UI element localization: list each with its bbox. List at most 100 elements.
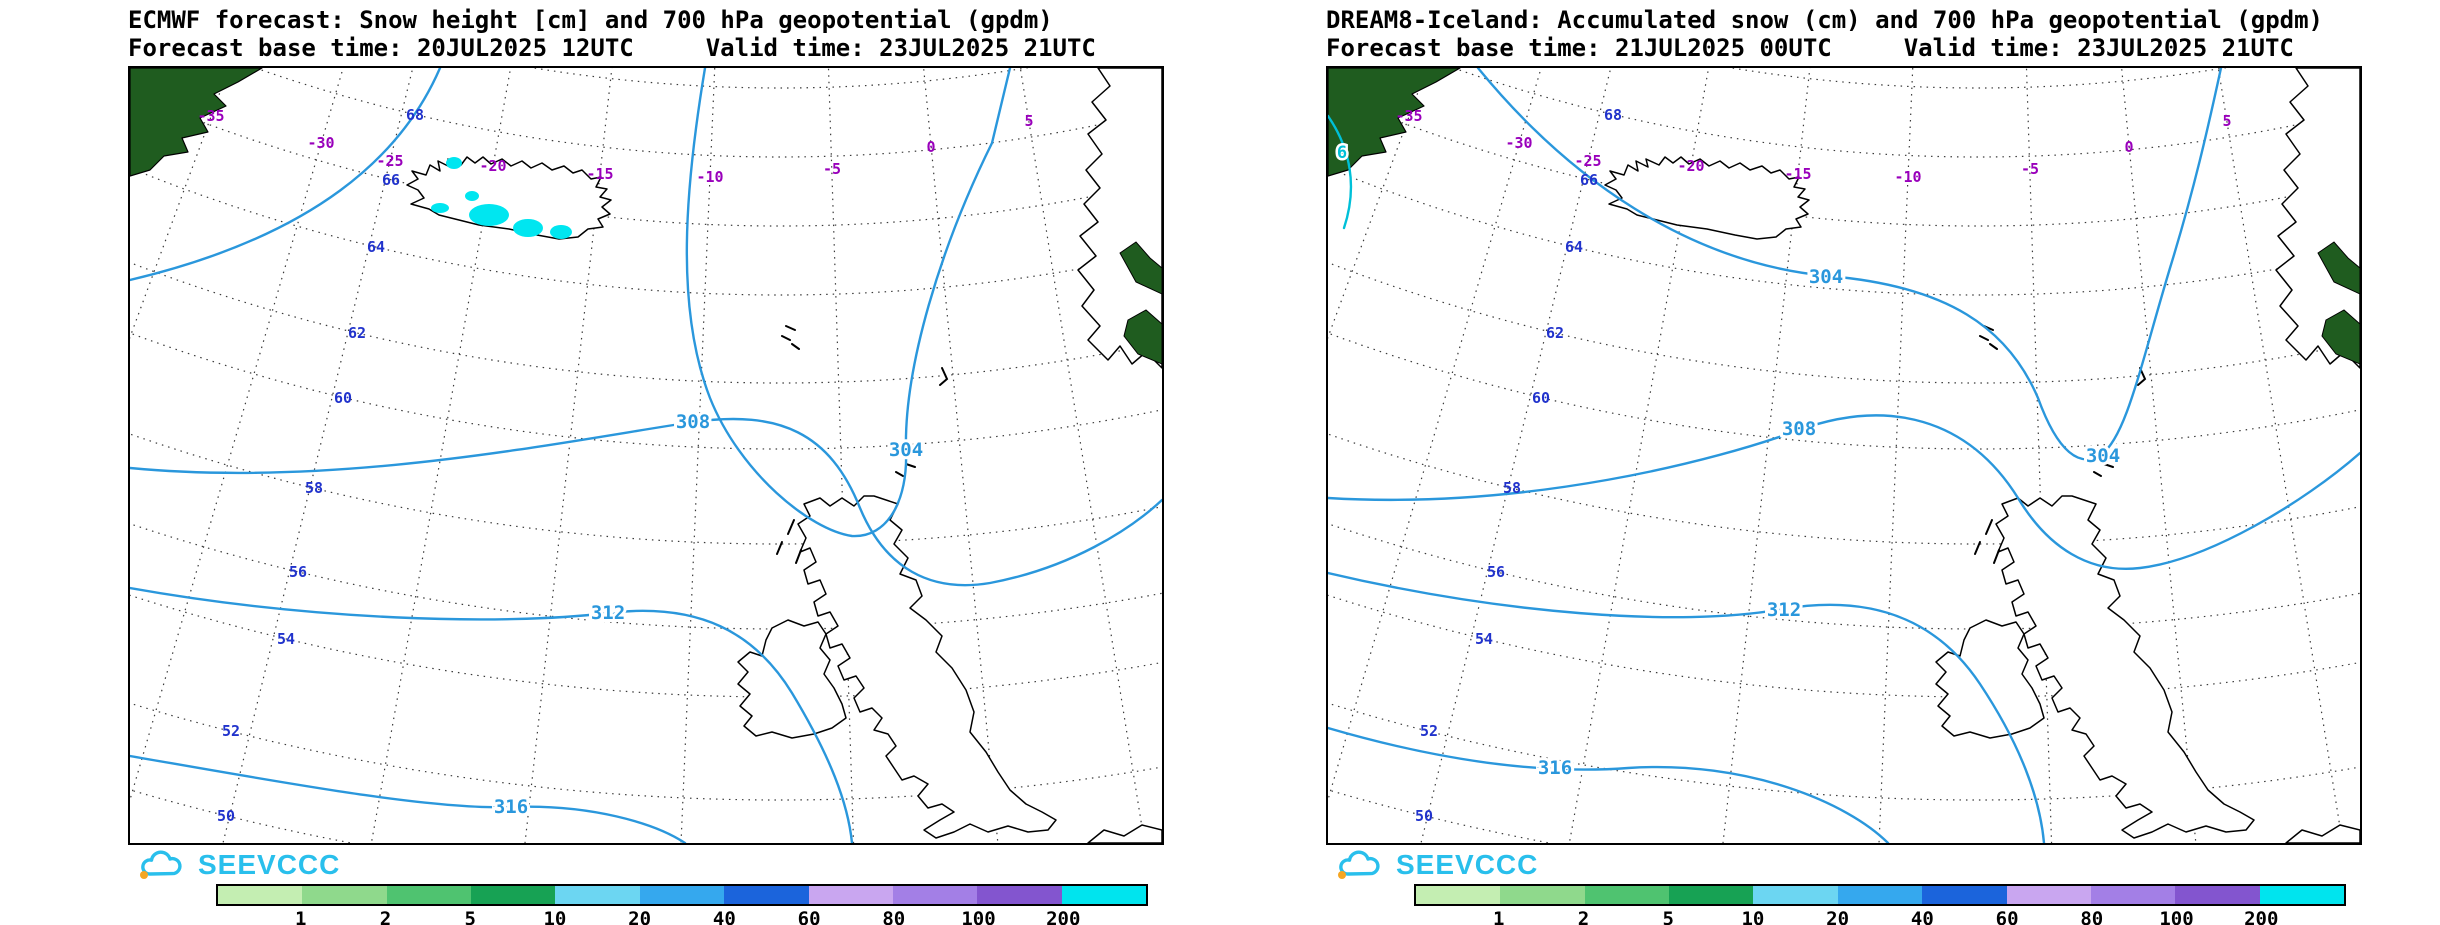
seevccc-logo: SEEVCCC — [136, 849, 1164, 881]
lat-label: 60 — [1532, 389, 1550, 407]
lat-label: 62 — [348, 324, 366, 342]
lon-label: 5 — [2222, 112, 2231, 130]
colorbar-tick-label: 100 — [961, 908, 996, 925]
colorbar-segment — [1669, 886, 1754, 904]
lat-label: 56 — [289, 563, 307, 581]
colorbar-tick-label: 80 — [2080, 908, 2104, 925]
colorbar-tick-label: 10 — [543, 908, 567, 925]
panel-footer: SEEVCCC 1 2 5 10 20 40 60 80 100 200 — [1326, 849, 2362, 925]
colorbar-segment — [892, 886, 978, 904]
lon-label: -25 — [1574, 152, 1601, 170]
lat-label: 64 — [367, 238, 385, 256]
snow-colorbar: 1 2 5 10 20 40 60 80 100 200 — [1414, 884, 2346, 925]
colorbar-segment — [2259, 886, 2344, 904]
colorbar-segment — [1416, 886, 1501, 904]
geopotential-contours — [130, 68, 1162, 843]
logo-text: SEEVCCC — [198, 849, 341, 880]
colorbar-tick-labels: 1 2 5 10 20 40 60 80 100 200 — [1414, 906, 2346, 925]
lon-label: -30 — [1505, 134, 1532, 152]
lat-label: 50 — [217, 807, 235, 825]
lon-label: -30 — [307, 134, 334, 152]
colorbar-segment — [639, 886, 725, 904]
colorbar-tick-label: 2 — [379, 908, 392, 925]
colorbar-segment — [1500, 886, 1585, 904]
valid-time: Valid time: 23JUL2025 21UTC — [705, 34, 1096, 62]
colorbar-segment — [386, 886, 472, 904]
lon-label: -10 — [696, 168, 723, 186]
geopotential-contours — [1328, 68, 2360, 843]
lon-label: 0 — [2124, 138, 2133, 156]
lat-label: 64 — [1565, 238, 1583, 256]
contour-label-312: 312 — [1767, 599, 1801, 621]
cloud-logo-icon — [1338, 850, 1380, 879]
panel-title: DREAM8-Iceland: Accumulated snow (cm) an… — [1326, 6, 2323, 34]
colorbar-tick-label: 40 — [1910, 908, 1934, 925]
panel-dream8: DREAM8-Iceland: Accumulated snow (cm) an… — [1326, 6, 2362, 925]
lat-label: 66 — [1580, 171, 1598, 189]
lon-label: -20 — [1677, 157, 1704, 175]
valid-time: Valid time: 23JUL2025 21UTC — [1903, 34, 2294, 62]
colorbar-segment — [1584, 886, 1670, 904]
colorbar-segments — [1414, 884, 2346, 906]
panel-subtitle: Forecast base time: 20JUL2025 12UTC Vali… — [128, 34, 1164, 62]
panel-footer: SEEVCCC 1 2 5 10 20 40 60 80 100 200 — [128, 849, 1164, 925]
lat-label: 68 — [406, 106, 424, 124]
colorbar-segment — [302, 886, 387, 904]
colorbar-tick-label: 10 — [1741, 908, 1765, 925]
colorbar-segment — [1922, 886, 2007, 904]
lon-label: -20 — [479, 157, 506, 175]
snow-patches — [431, 157, 572, 239]
colorbar-tick-label: 1 — [1492, 908, 1505, 925]
panel-ecmwf: ECMWF forecast: Snow height [cm] and 700… — [128, 6, 1164, 925]
lon-label: -35 — [1395, 107, 1422, 125]
lat-label: 68 — [1604, 106, 1622, 124]
lat-label: 58 — [305, 479, 323, 497]
lon-label: -5 — [823, 160, 841, 178]
snow-colorbar: 1 2 5 10 20 40 60 80 100 200 — [216, 884, 1148, 925]
lon-label: -5 — [2021, 160, 2039, 178]
snow-contour-label-6: 6 — [1337, 143, 1347, 163]
lat-label: 58 — [1503, 479, 1521, 497]
colorbar-segment — [2090, 886, 2176, 904]
lon-label: 0 — [926, 138, 935, 156]
contour-label-316: 316 — [1538, 757, 1572, 779]
colorbar-tick-label: 5 — [1662, 908, 1674, 925]
panel-header: ECMWF forecast: Snow height [cm] and 700… — [128, 6, 1164, 62]
colorbar-segment — [2175, 886, 2260, 904]
lat-label: 62 — [1546, 324, 1564, 342]
lat-label: 50 — [1415, 807, 1433, 825]
map-labels: -35 -30 -25 -20 -15 -10 -5 0 5 68 66 64 … — [197, 106, 1033, 825]
map-canvas-dream8: -35 -30 -25 -20 -15 -10 -5 0 5 68 66 64 … — [1328, 68, 2360, 843]
lat-label: 54 — [1475, 630, 1493, 648]
forecast-base-time: Forecast base time: 21JUL2025 00UTC — [1326, 34, 1832, 62]
colorbar-segment — [808, 886, 893, 904]
colorbar-segment — [977, 886, 1062, 904]
forecast-base-time: Forecast base time: 20JUL2025 12UTC — [128, 34, 634, 62]
contour-label-312: 312 — [591, 602, 625, 624]
contour-label-304: 304 — [889, 439, 923, 461]
colorbar-segment — [724, 886, 809, 904]
lat-label: 56 — [1487, 563, 1505, 581]
seevccc-logo: SEEVCCC — [1334, 849, 2362, 881]
colorbar-tick-label: 60 — [1995, 908, 2019, 925]
map-canvas-ecmwf: -35 -30 -25 -20 -15 -10 -5 0 5 68 66 64 … — [130, 68, 1162, 843]
colorbar-tick-label: 1 — [294, 908, 307, 925]
colorbar-segment — [471, 886, 556, 904]
lon-label: -25 — [376, 152, 403, 170]
colorbar-segment — [2006, 886, 2091, 904]
lon-label: 5 — [1024, 112, 1033, 130]
logo-text: SEEVCCC — [1396, 849, 1539, 880]
lon-label: -10 — [1894, 168, 1921, 186]
contour-label-308: 308 — [1782, 418, 1816, 440]
colorbar-segment — [218, 886, 303, 904]
cloud-logo-icon — [140, 850, 182, 879]
colorbar-segment — [555, 886, 640, 904]
lon-label: -15 — [586, 165, 613, 183]
colorbar-segment — [1837, 886, 1923, 904]
lon-label: -15 — [1784, 165, 1811, 183]
colorbar-tick-label: 20 — [628, 908, 652, 925]
map-frame: -35 -30 -25 -20 -15 -10 -5 0 5 68 66 64 … — [128, 66, 1164, 845]
colorbar-tick-labels: 1 2 5 10 20 40 60 80 100 200 — [216, 906, 1148, 925]
colorbar-tick-label: 200 — [1046, 908, 1081, 925]
colorbar-tick-label: 80 — [882, 908, 906, 925]
